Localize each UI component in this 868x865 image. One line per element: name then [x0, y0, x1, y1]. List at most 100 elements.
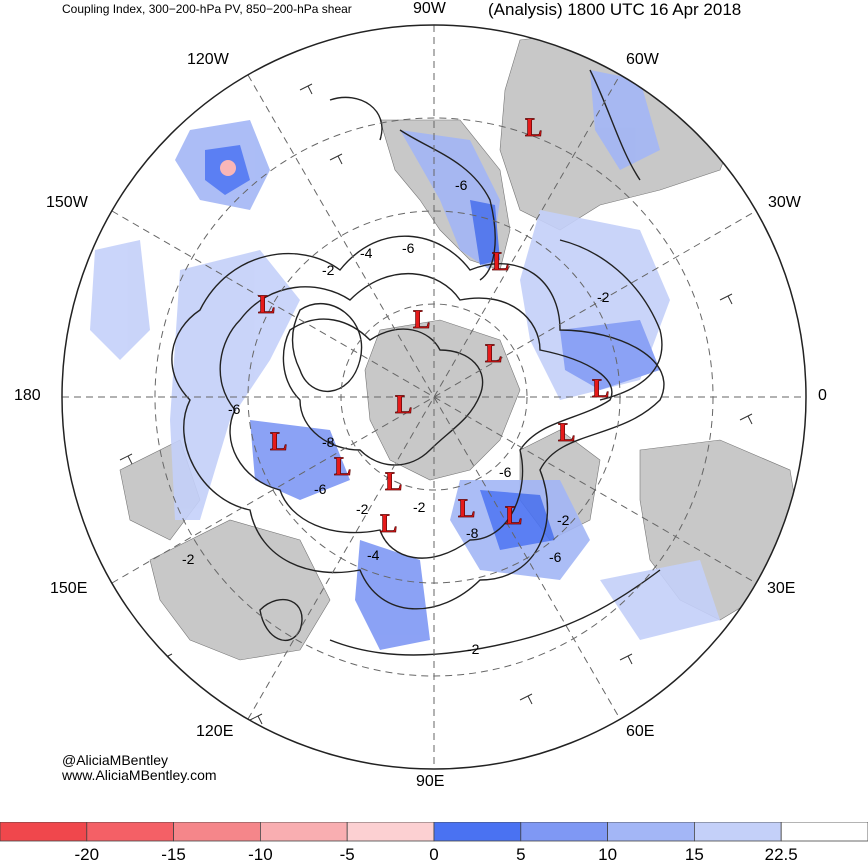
- fill-north-strong: [470, 200, 500, 265]
- low-marker: L: [505, 501, 522, 530]
- low-marker: L: [258, 290, 275, 319]
- contour-northwest: [329, 96, 383, 141]
- contour-ring-mid: [219, 273, 613, 559]
- contour-south-arc: [329, 569, 661, 656]
- contour-ring-outer: [171, 235, 665, 610]
- colorbar-swatch: [173, 822, 261, 842]
- contour-north-trough: [399, 129, 496, 281]
- low-markers: L L L L L L L L L L L L L L: [258, 113, 610, 539]
- colorbar-tick-label: -15: [161, 845, 186, 864]
- colorbar-swatch: [86, 822, 175, 842]
- fill-greenland-band: [590, 70, 660, 170]
- credit-website: www.AliciaMBentley.com: [62, 767, 217, 783]
- barb: [519, 693, 533, 705]
- meridian-60: [247, 74, 621, 720]
- low-marker: L: [492, 247, 509, 276]
- analysis-time-title: (Analysis) 1800 UTC 16 Apr 2018: [488, 0, 742, 19]
- lon-label-30w: 30W: [768, 194, 801, 211]
- barb: [699, 113, 713, 125]
- credit-handle: @AliciaMBentley: [62, 752, 169, 768]
- contour-label: -6: [549, 549, 562, 565]
- low-marker: L: [558, 418, 575, 447]
- lon-label-0: 0: [818, 387, 827, 404]
- barb: [719, 293, 733, 305]
- map-border: [61, 24, 807, 770]
- fill-southwest-band: [355, 540, 430, 650]
- colorbar-swatch: [433, 822, 522, 842]
- contour-label: -6: [228, 401, 241, 417]
- barb: [329, 153, 343, 165]
- chart-title: Coupling Index, 300−200-hPa PV, 850−200-…: [62, 2, 352, 16]
- fill-north-band: [400, 130, 500, 270]
- low-marker: L: [485, 339, 502, 368]
- colorbar: [0, 822, 868, 842]
- coupling-index-fills: [90, 70, 720, 650]
- fill-pacific-min: [220, 160, 236, 176]
- contour-greenland: [589, 69, 641, 181]
- contour-label: -8: [466, 525, 479, 541]
- meridian-150: [111, 210, 757, 584]
- fill-west-band: [170, 250, 300, 520]
- colorbar-tick-label: -5: [339, 845, 355, 864]
- contour-ring-inner: [282, 318, 484, 466]
- lat-lon-grid: [62, 25, 806, 769]
- fill-south-strong: [480, 490, 555, 550]
- contour-label: -2: [356, 501, 369, 517]
- colorbar-swatch: [520, 822, 608, 842]
- lon-label-180: 180: [14, 387, 41, 404]
- barb: [249, 713, 263, 725]
- meridian-30: [111, 210, 757, 584]
- colorbar-swatch: [694, 822, 782, 842]
- colorbar-tick-label: 15: [684, 845, 704, 864]
- contour-label: -4: [360, 245, 373, 261]
- barb: [299, 83, 313, 95]
- lon-label-60w: 60W: [626, 51, 659, 68]
- lon-label-60e: 60E: [626, 723, 655, 740]
- lon-label-30e: 30E: [767, 580, 796, 597]
- contour-label: -6: [402, 240, 415, 256]
- contour-label: -4: [367, 547, 380, 563]
- barb: [119, 453, 133, 465]
- contour-labels: -6 -6 -4 -2 -2 -6 -6 -2 -8 -6 -2 -4 -2 -…: [182, 177, 610, 657]
- polar-map: -6 -6 -4 -2 -2 -6 -6 -2 -8 -6 -2 -4 -2 -…: [61, 24, 807, 770]
- barb: [739, 413, 753, 425]
- contour-southwest-loop: [259, 599, 303, 642]
- contour-label: -6: [314, 481, 327, 497]
- meridian-120: [247, 74, 621, 720]
- contour-east-trough: [559, 239, 663, 401]
- low-marker: L: [413, 305, 430, 334]
- barb: [619, 653, 633, 665]
- colorbar-swatch: [0, 822, 88, 842]
- asia-land: [149, 519, 331, 661]
- low-marker: L: [270, 427, 287, 456]
- map-disc: [62, 25, 806, 769]
- lon-label-150w: 150W: [46, 194, 88, 211]
- contour-label: -2: [413, 499, 426, 515]
- colorbar-tick-label: -20: [74, 845, 100, 864]
- fill-far-west-strip: [90, 240, 150, 360]
- contour-label: -2: [557, 512, 570, 528]
- colorbar-tick-label: -10: [248, 845, 273, 864]
- contour-label: -2: [597, 289, 610, 305]
- arctic-land: [364, 319, 521, 481]
- contour-label: -8: [322, 434, 335, 450]
- low-marker: L: [334, 452, 351, 481]
- low-marker: L: [385, 467, 402, 496]
- low-marker: L: [458, 494, 475, 523]
- colorbar-tick-label: 0: [429, 845, 439, 864]
- colorbar-tick-label: 22.5: [764, 845, 798, 864]
- low-marker: L: [380, 509, 397, 538]
- colorbar-tick-label: 5: [516, 845, 526, 864]
- colorbar-tick-label: 10: [598, 845, 618, 864]
- low-marker: L: [525, 113, 542, 142]
- lon-label-150e: 150E: [50, 580, 88, 597]
- low-marker: L: [395, 390, 412, 419]
- lon-label-90e: 90E: [416, 773, 445, 790]
- contour-label: -6: [499, 464, 512, 480]
- colorbar-swatch: [607, 822, 695, 842]
- lon-label-120w: 120W: [187, 51, 229, 68]
- fill-southeast-strip: [600, 560, 720, 640]
- contour-label: -2: [322, 262, 335, 278]
- fill-east-strong: [560, 320, 660, 390]
- low-marker: L: [592, 374, 609, 403]
